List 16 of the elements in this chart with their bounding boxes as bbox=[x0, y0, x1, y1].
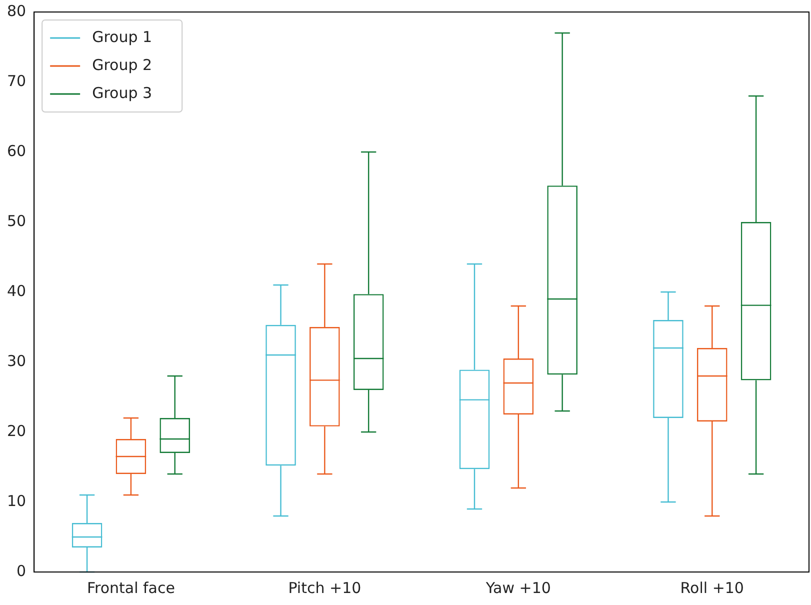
y-tick-label: 60 bbox=[6, 142, 26, 160]
x-tick-label: Roll +10 bbox=[680, 578, 744, 597]
legend-label: Group 1 bbox=[92, 28, 152, 46]
x-tick-label: Frontal face bbox=[86, 578, 175, 597]
x-tick-label: Pitch +10 bbox=[288, 578, 362, 597]
y-tick-label: 20 bbox=[6, 422, 26, 440]
y-tick-label: 40 bbox=[6, 282, 26, 300]
x-tick-label: Yaw +10 bbox=[484, 578, 551, 597]
y-tick-label: 10 bbox=[6, 492, 26, 510]
y-tick-label: 80 bbox=[6, 2, 26, 20]
y-tick-label: 70 bbox=[6, 72, 26, 90]
y-tick-label: 0 bbox=[16, 562, 26, 580]
y-tick-label: 30 bbox=[6, 352, 26, 370]
y-tick-label: 50 bbox=[6, 212, 26, 230]
legend-label: Group 3 bbox=[92, 84, 152, 102]
legend-label: Group 2 bbox=[92, 56, 152, 74]
